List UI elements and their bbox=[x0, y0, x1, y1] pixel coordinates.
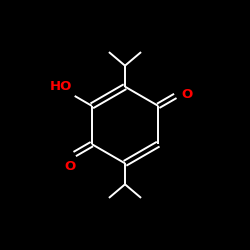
Text: HO: HO bbox=[50, 80, 72, 94]
Text: O: O bbox=[64, 160, 75, 173]
Text: O: O bbox=[182, 88, 193, 101]
